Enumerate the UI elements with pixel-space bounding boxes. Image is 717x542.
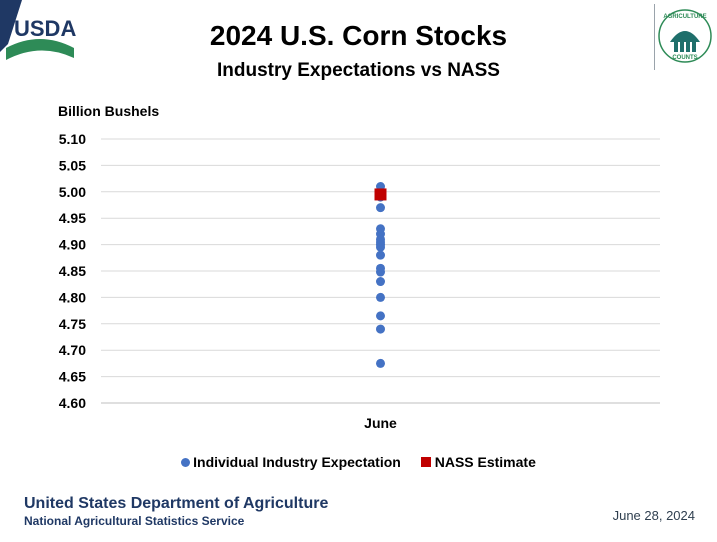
seal-text-bottom: COUNTS (672, 55, 697, 61)
seal-silo-right (692, 42, 696, 52)
y-tick-label: 4.75 (59, 316, 86, 332)
seal-ring (658, 9, 712, 63)
footer-agency: United States Department of Agriculture (24, 495, 329, 512)
industry-expectation-point (376, 292, 385, 302)
industry-expectation-point (376, 250, 385, 260)
y-tick-label: 4.80 (59, 289, 86, 305)
legend-square-icon (420, 457, 431, 468)
industry-expectation-point (376, 267, 385, 277)
seal-silo-mid2 (686, 38, 690, 52)
legend-label-nass: NASS Estimate (434, 454, 536, 471)
y-tick-label: 4.60 (59, 395, 86, 411)
footer-service: National Agricultural Statistics Service (24, 514, 245, 528)
legend-label-industry: Individual Industry Expectation (193, 454, 401, 471)
usda-logo: USDA (0, 0, 76, 60)
y-tick-label: 5.05 (59, 157, 86, 173)
industry-expectation-point (376, 324, 385, 334)
y-tick-label: 5.10 (59, 131, 86, 147)
y-tick-label: 4.65 (59, 369, 86, 385)
legend-item-nass: NASS Estimate (420, 454, 536, 471)
seal-divider (654, 4, 655, 70)
y-axis-label: Billion Bushels (58, 103, 160, 119)
legend: Individual Industry Expectation NASS Est… (0, 453, 717, 470)
seal-text-top: AGRICULTURE (663, 14, 706, 20)
industry-expectation-point (376, 242, 385, 252)
y-tick-label: 4.95 (59, 210, 86, 226)
y-tick-label: 5.00 (59, 184, 86, 200)
chart-subtitle: Industry Expectations vs NASS (217, 60, 500, 81)
nass-estimate-point (374, 188, 387, 201)
seal-barn-icon (670, 31, 700, 42)
agriculture-counts-seal: AGRICULTURE COUNTS (658, 9, 712, 63)
y-tick-label: 4.70 (59, 342, 86, 358)
y-tick-label: 4.90 (59, 237, 86, 253)
legend-circle-icon (181, 458, 191, 468)
footer-date: June 28, 2024 (612, 508, 695, 523)
industry-expectation-point (376, 277, 385, 287)
industry-expectation-point (376, 203, 385, 213)
usda-logo-green-hill (6, 39, 74, 60)
seal-silo-left (674, 42, 678, 52)
chart-title: 2024 U.S. Corn Stocks (209, 20, 508, 51)
usda-logo-blue-band (0, 0, 22, 52)
y-tick-label: 4.85 (59, 263, 86, 279)
usda-logo-text: USDA (14, 16, 76, 41)
industry-expectation-point (376, 358, 385, 368)
x-tick-label: June (364, 415, 397, 431)
legend-item-industry: Individual Industry Expectation (181, 454, 401, 470)
seal-silo-mid (680, 38, 684, 52)
industry-expectation-point (376, 311, 385, 321)
